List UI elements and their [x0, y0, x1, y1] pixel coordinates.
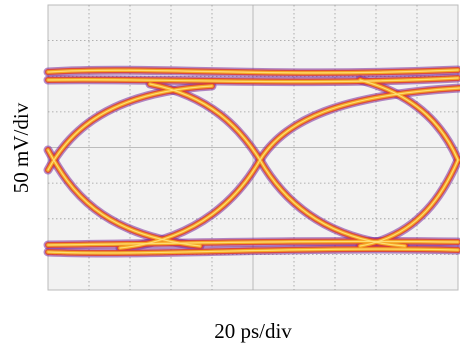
scope-view: 20 ps/div 50 mV/div [0, 0, 460, 346]
x-axis-label: 20 ps/div [214, 319, 292, 343]
y-axis-label: 50 mV/div [9, 102, 33, 193]
page: 20 ps/div 50 mV/div (() => { const data … [0, 0, 460, 346]
